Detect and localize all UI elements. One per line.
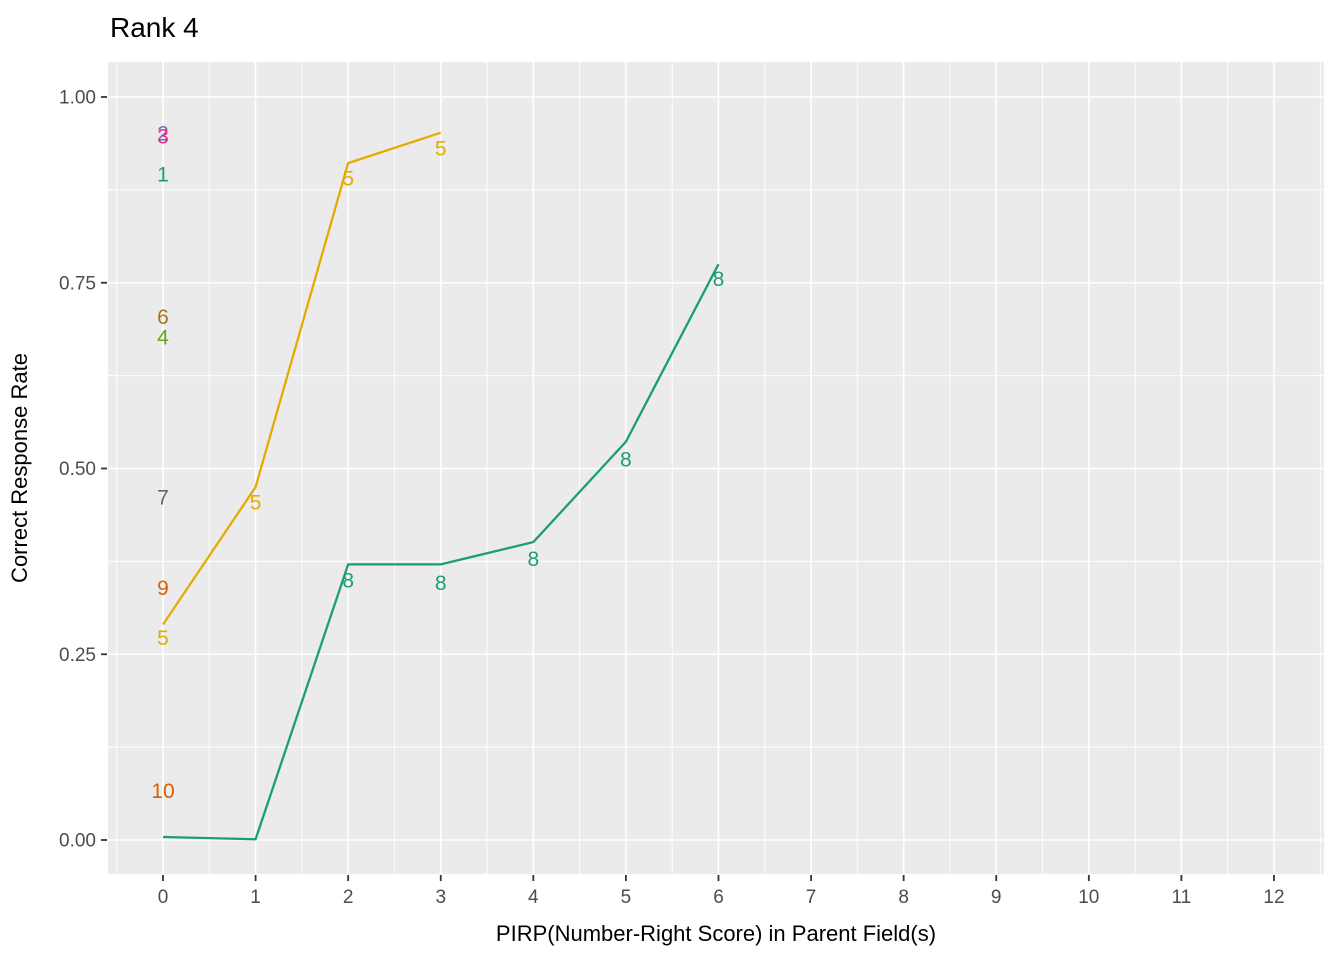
y-tick-label: 0.50 xyxy=(59,459,96,480)
x-tick-label: 11 xyxy=(1172,887,1192,908)
series-point-label-8: 8 xyxy=(435,572,447,595)
series-point-label-8: 8 xyxy=(713,268,725,291)
x-tick-label: 9 xyxy=(991,887,1002,908)
y-tick-label: 1.00 xyxy=(59,88,96,109)
y-tick-label: 0.25 xyxy=(59,645,96,666)
annotation-label-9: 9 xyxy=(157,577,169,600)
x-tick-label: 10 xyxy=(1078,887,1099,908)
x-tick-label: 3 xyxy=(435,887,446,908)
annotation-label-6: 6 xyxy=(157,306,169,329)
series-layer xyxy=(162,131,720,841)
x-tick-label: 8 xyxy=(898,887,909,908)
x-tick-label: 12 xyxy=(1263,887,1284,908)
y-tick-label: 0.75 xyxy=(59,273,96,294)
y-axis-title: Correct Response Rate xyxy=(7,353,32,583)
grid-layer xyxy=(108,62,1324,874)
x-tick-label: 0 xyxy=(158,887,169,908)
series-point-label-8: 8 xyxy=(527,548,539,571)
x-tick-label: 4 xyxy=(528,887,539,908)
axis-layer: 0 1 2 3 4 5 6 7 8 9 10 11 120.000.250.500.751.00 xyxy=(59,88,1285,909)
annotation-label-4: 4 xyxy=(157,327,169,350)
series-point-label-5: 5 xyxy=(342,168,354,191)
x-tick-label: 7 xyxy=(806,887,817,908)
series-point-label-8: 8 xyxy=(620,449,632,472)
annotation-label-1: 1 xyxy=(157,163,169,186)
series-line-5 xyxy=(162,131,442,626)
y-tick-label: 0.00 xyxy=(59,831,96,852)
x-tick-label: 5 xyxy=(621,887,632,908)
annotation-label-10: 10 xyxy=(151,780,174,803)
annotation-label-3: 3 xyxy=(157,125,169,148)
x-axis-title: PIRP(Number-Right Score) in Parent Field… xyxy=(496,921,936,946)
series-point-label-8: 8 xyxy=(342,570,354,593)
x-tick-label: 1 xyxy=(250,887,261,908)
x-tick-label: 6 xyxy=(713,887,724,908)
series-point-label-5: 5 xyxy=(435,137,447,160)
series-point-label-5: 5 xyxy=(250,492,262,515)
x-tick-label: 2 xyxy=(343,887,354,908)
label-layer: 5 5 5 8 8 8 8 8 23 1 64 7 9 5 10 xyxy=(151,122,724,803)
annotation-label-5: 5 xyxy=(157,627,169,650)
series-line-8 xyxy=(162,263,720,841)
plot-title: Rank 4 xyxy=(110,12,199,43)
annotation-label-7: 7 xyxy=(157,486,169,509)
annotation-label-2: 2 xyxy=(157,122,169,145)
